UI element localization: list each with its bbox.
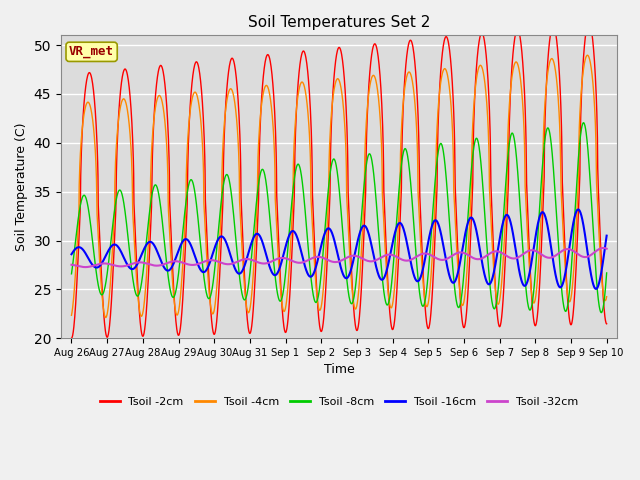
Tsoil -8cm xyxy=(182,201,189,207)
Tsoil -16cm xyxy=(182,236,189,242)
Tsoil -4cm xyxy=(102,315,109,321)
Tsoil -2cm xyxy=(268,69,276,74)
X-axis label: Time: Time xyxy=(324,363,355,376)
Line: Tsoil -16cm: Tsoil -16cm xyxy=(72,209,607,289)
Tsoil -16cm xyxy=(268,269,276,275)
Tsoil -32cm xyxy=(99,261,106,266)
Tsoil -8cm xyxy=(286,222,294,228)
Text: VR_met: VR_met xyxy=(69,45,114,59)
Tsoil -16cm xyxy=(603,233,611,239)
Tsoil -32cm xyxy=(82,264,90,270)
Line: Tsoil -32cm: Tsoil -32cm xyxy=(72,248,607,267)
Tsoil -32cm xyxy=(433,256,441,262)
Tsoil -8cm xyxy=(268,236,276,242)
Tsoil -16cm xyxy=(68,252,76,257)
Tsoil -4cm xyxy=(286,250,294,256)
Tsoil -32cm xyxy=(268,258,276,264)
Tsoil -16cm xyxy=(574,206,582,212)
Tsoil -2cm xyxy=(286,291,294,297)
Tsoil -4cm xyxy=(99,294,106,300)
Tsoil -2cm xyxy=(182,237,189,242)
Tsoil -8cm xyxy=(580,120,588,126)
Title: Soil Temperatures Set 2: Soil Temperatures Set 2 xyxy=(248,15,430,30)
Tsoil -8cm xyxy=(68,271,76,276)
Tsoil -2cm xyxy=(99,286,106,291)
Tsoil -4cm xyxy=(289,199,297,204)
Line: Tsoil -8cm: Tsoil -8cm xyxy=(72,123,607,312)
Tsoil -32cm xyxy=(600,245,607,251)
Tsoil -32cm xyxy=(68,262,76,268)
Tsoil -4cm xyxy=(182,197,190,203)
Tsoil -8cm xyxy=(433,160,440,166)
Tsoil -32cm xyxy=(289,258,297,264)
Tsoil -2cm xyxy=(68,336,76,341)
Line: Tsoil -4cm: Tsoil -4cm xyxy=(72,55,607,318)
Tsoil -2cm xyxy=(585,19,593,25)
Tsoil -8cm xyxy=(99,292,106,298)
Tsoil -2cm xyxy=(289,237,296,242)
Tsoil -16cm xyxy=(433,218,440,224)
Tsoil -4cm xyxy=(603,294,611,300)
Tsoil -4cm xyxy=(584,52,591,58)
Tsoil -8cm xyxy=(598,310,605,315)
Tsoil -32cm xyxy=(182,261,190,267)
Tsoil -16cm xyxy=(286,231,294,237)
Tsoil -8cm xyxy=(603,270,611,276)
Tsoil -16cm xyxy=(99,260,106,265)
Tsoil -32cm xyxy=(286,257,294,263)
Tsoil -4cm xyxy=(268,110,276,116)
Tsoil -4cm xyxy=(68,312,76,318)
Tsoil -2cm xyxy=(603,321,611,327)
Line: Tsoil -2cm: Tsoil -2cm xyxy=(72,22,607,338)
Tsoil -2cm xyxy=(433,190,440,196)
Tsoil -8cm xyxy=(289,192,296,198)
Legend: Tsoil -2cm, Tsoil -4cm, Tsoil -8cm, Tsoil -16cm, Tsoil -32cm: Tsoil -2cm, Tsoil -4cm, Tsoil -8cm, Tsoi… xyxy=(95,392,583,411)
Tsoil -32cm xyxy=(603,246,611,252)
Tsoil -4cm xyxy=(433,124,441,130)
Tsoil -16cm xyxy=(289,228,296,234)
Tsoil -16cm xyxy=(592,286,600,292)
Y-axis label: Soil Temperature (C): Soil Temperature (C) xyxy=(15,122,28,251)
